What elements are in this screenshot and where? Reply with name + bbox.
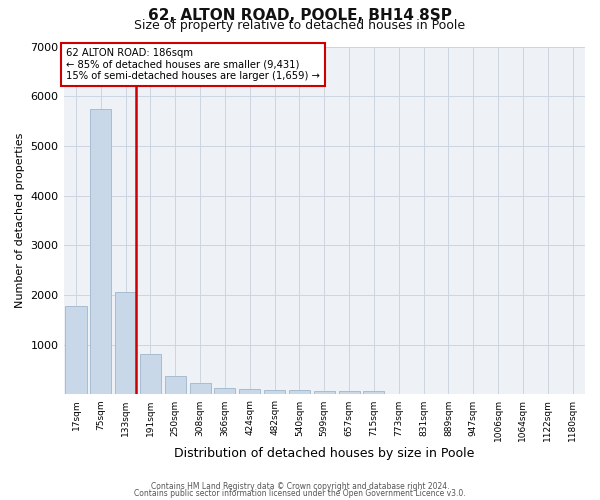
Bar [115,292,136,394]
Bar [90,108,112,395]
Text: 62 ALTON ROAD: 186sqm
← 85% of detached houses are smaller (9,431)
15% of semi-d: 62 ALTON ROAD: 186sqm ← 85% of detached … [66,48,320,82]
Y-axis label: Number of detached properties: Number of detached properties [15,133,25,308]
Text: Contains HM Land Registry data © Crown copyright and database right 2024.: Contains HM Land Registry data © Crown c… [151,482,449,491]
Bar [338,391,359,394]
Bar [364,391,385,394]
Bar [289,390,310,394]
Bar [65,306,86,394]
Bar [239,390,260,394]
Bar [190,383,211,394]
Bar [140,354,161,395]
Bar [214,388,235,394]
Bar [264,390,285,394]
Bar [165,376,186,394]
Bar [314,391,335,394]
Text: Size of property relative to detached houses in Poole: Size of property relative to detached ho… [134,19,466,32]
X-axis label: Distribution of detached houses by size in Poole: Distribution of detached houses by size … [174,447,475,460]
Text: 62, ALTON ROAD, POOLE, BH14 8SP: 62, ALTON ROAD, POOLE, BH14 8SP [148,8,452,22]
Text: Contains public sector information licensed under the Open Government Licence v3: Contains public sector information licen… [134,489,466,498]
